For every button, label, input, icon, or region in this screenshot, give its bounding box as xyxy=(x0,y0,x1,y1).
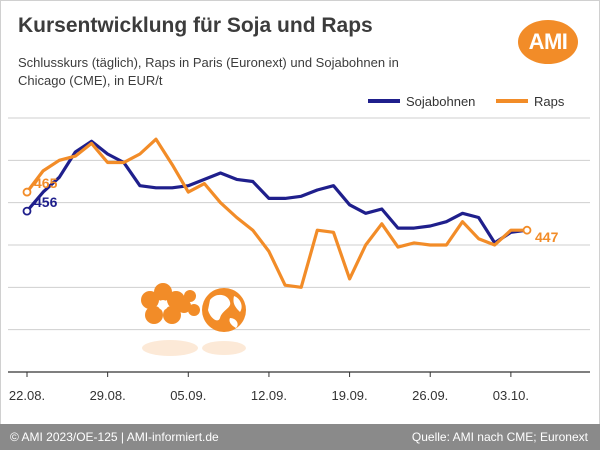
x-axis-ticks: 22.08. 29.08. 05.09. 12.09. 19.09. 26.09. 03.1… xyxy=(9,372,529,403)
x-tick-label: 05.09. xyxy=(170,388,206,403)
rapeseed-flower-icon xyxy=(141,283,200,324)
chart-subtitle: Schlusskurs (täglich), Raps in Paris (Eu… xyxy=(18,55,399,88)
legend-label-raps: Raps xyxy=(534,94,565,109)
footer: © AMI 2023/OE-125 | AMI-informiert.de Qu… xyxy=(0,424,600,450)
chart-title: Kursentwicklung für Soja und Raps xyxy=(18,14,373,37)
end-label-raps: 447 xyxy=(535,229,559,245)
x-tick-label: 19.09. xyxy=(332,388,368,403)
start-label-sojabohnen: 456 xyxy=(34,194,58,210)
start-marker-sojabohnen xyxy=(22,206,32,216)
start-label-raps: 465 xyxy=(34,175,58,191)
globe-icon xyxy=(202,288,246,332)
x-tick-label: 29.08. xyxy=(90,388,126,403)
series-line-sojabohnen xyxy=(25,139,529,245)
legend-label-soja: Sojabohnen xyxy=(406,94,475,109)
end-marker-raps xyxy=(522,225,532,235)
footer-source: Quelle: AMI nach CME; Euronext xyxy=(411,430,588,444)
ami-logo: AMI xyxy=(518,20,578,64)
start-marker-raps xyxy=(22,187,32,197)
decorative-icons xyxy=(141,283,246,356)
footer-copyright: © AMI 2023/OE-125 | AMI-informiert.de xyxy=(10,430,219,444)
series-lines xyxy=(25,137,529,289)
x-tick-label: 26.09. xyxy=(412,388,448,403)
x-tick-label: 03.10. xyxy=(493,388,529,403)
series-line-raps xyxy=(25,137,529,289)
line-chart: 456 465 447 22.08. 29.08. 05.09. 12.09. 19.09.… xyxy=(8,94,590,403)
x-tick-label: 22.08. xyxy=(9,388,45,403)
x-tick-label: 12.09. xyxy=(251,388,287,403)
legend: Sojabohnen Raps xyxy=(368,94,565,109)
series-markers: 456 465 447 xyxy=(22,175,559,245)
icon-reflection xyxy=(142,340,246,356)
